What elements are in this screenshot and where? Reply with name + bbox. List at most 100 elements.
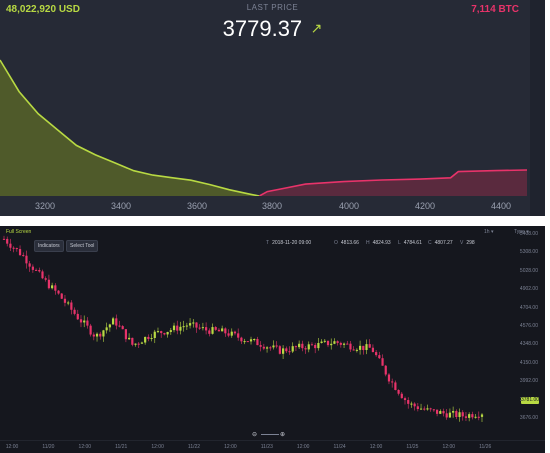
time-axis-tick: 12:00 <box>5 444 19 450</box>
price-axis-tick: 4150.00 <box>519 359 538 366</box>
candle-body <box>9 243 12 248</box>
candle-body <box>47 279 51 289</box>
price-axis-tick: 5308.00 <box>519 249 538 256</box>
zoom-out-icon[interactable]: ⊖ <box>252 432 258 438</box>
candle-body <box>95 333 99 337</box>
candle-body <box>294 346 298 348</box>
time-axis-tick: 12:00 <box>78 444 92 450</box>
ohlc-volume: V 298 <box>460 240 475 246</box>
candle-body <box>22 255 25 257</box>
candlestick-chart[interactable] <box>0 226 545 453</box>
candle-body <box>262 346 265 349</box>
depth-chart <box>0 59 530 216</box>
candle-body <box>147 336 150 339</box>
price-axis-tick: 4902.00 <box>519 286 538 293</box>
candle-body <box>208 330 211 334</box>
price-axis-tick: 3992.00 <box>519 378 538 385</box>
ohlc-close: C 4807.27 <box>428 240 453 246</box>
candle-body <box>25 255 28 264</box>
candle-body <box>314 344 317 349</box>
candle-body <box>160 331 163 334</box>
ask-depth-area <box>259 170 527 196</box>
depth-side-scrollbar[interactable] <box>530 0 545 216</box>
candle-body <box>410 403 413 405</box>
candle-body <box>166 331 169 335</box>
candle-body <box>211 327 214 334</box>
indicators-button[interactable]: Indicators <box>34 240 64 252</box>
ohlc-time: T 2018-11-20 09:00 <box>266 240 312 246</box>
candle-body <box>227 333 230 336</box>
candle-body <box>115 318 118 326</box>
candle-body <box>253 339 256 341</box>
candle-body <box>60 293 63 299</box>
candle-body <box>12 247 15 249</box>
last-price-value: 3779.37 <box>222 16 303 41</box>
candle-body <box>371 347 375 353</box>
select-tool-button[interactable]: Select Tool <box>66 240 99 252</box>
candle-body <box>452 411 455 413</box>
time-axis-tick: 11/26 <box>479 444 492 450</box>
ask-depth-line <box>258 169 528 197</box>
candle-body <box>265 347 269 349</box>
ohlc-open: O 4813.66 <box>334 240 359 246</box>
candle-body <box>391 381 394 383</box>
time-axis-tick: 11/22 <box>187 444 201 450</box>
candle-body <box>6 238 9 244</box>
arrow-up-right-icon: ↗ <box>310 20 323 36</box>
candle-body <box>102 330 105 337</box>
candle-body <box>259 345 262 347</box>
candle-body <box>407 400 410 404</box>
bid-total-usd: 48,022,920 USD <box>6 4 80 15</box>
candle-body <box>156 331 160 333</box>
candle-body <box>278 346 281 354</box>
candle-body <box>182 326 185 328</box>
candle-body <box>237 333 240 338</box>
price-axis-tick: 3676.00 <box>519 415 538 421</box>
candle-body <box>134 343 137 345</box>
candle-body <box>140 342 144 344</box>
candle-body <box>198 327 201 329</box>
ohlc-high: H 4824.93 <box>366 240 391 246</box>
candle-body <box>105 327 108 331</box>
candle-body <box>429 408 432 410</box>
candle-body <box>188 323 192 326</box>
time-axis-tick: 12:00 <box>442 444 456 450</box>
candle-body <box>362 345 365 351</box>
candle-body <box>205 327 208 331</box>
candle-body <box>330 343 333 346</box>
candle-body <box>83 320 86 323</box>
chart-type-select[interactable]: Type ▾ <box>514 229 529 235</box>
ohlc-low: L 4784.61 <box>398 240 422 246</box>
candle-body <box>285 348 288 352</box>
candle-body <box>44 278 47 280</box>
candle-body <box>339 342 342 345</box>
candle-body <box>124 329 128 340</box>
candle-body <box>435 409 439 414</box>
candle-body <box>416 406 419 410</box>
candle-body <box>426 408 429 410</box>
candle-body <box>70 302 73 310</box>
candle-body <box>307 344 310 350</box>
candle-body <box>63 298 67 303</box>
candle-body <box>272 345 275 348</box>
fullscreen-button[interactable]: Full Screen <box>6 229 32 235</box>
candle-body <box>445 413 448 418</box>
candle-body <box>442 411 445 414</box>
candle-body <box>92 334 95 337</box>
interval-select[interactable]: 1h ▾ <box>484 229 494 235</box>
candle-body <box>381 358 384 366</box>
candle-body <box>28 263 31 267</box>
zoom-in-icon[interactable]: ⊕ <box>280 432 286 438</box>
depth-chart-panel: 48,022,920 USD 7,114 BTC LAST PRICE 3779… <box>0 0 545 216</box>
zoom-slider[interactable] <box>261 434 279 435</box>
depth-x-tick: 3600 <box>186 201 208 211</box>
candle-body <box>153 331 156 339</box>
time-axis-tick: 11/24 <box>333 444 346 450</box>
candle-body <box>179 326 182 331</box>
candle-body <box>86 320 89 326</box>
price-axis-tick: 4704.00 <box>519 304 538 311</box>
candle-body <box>172 325 176 331</box>
candle-body <box>298 343 301 348</box>
price-axis-tick: 5028.00 <box>519 267 538 274</box>
candle-body <box>217 329 221 332</box>
